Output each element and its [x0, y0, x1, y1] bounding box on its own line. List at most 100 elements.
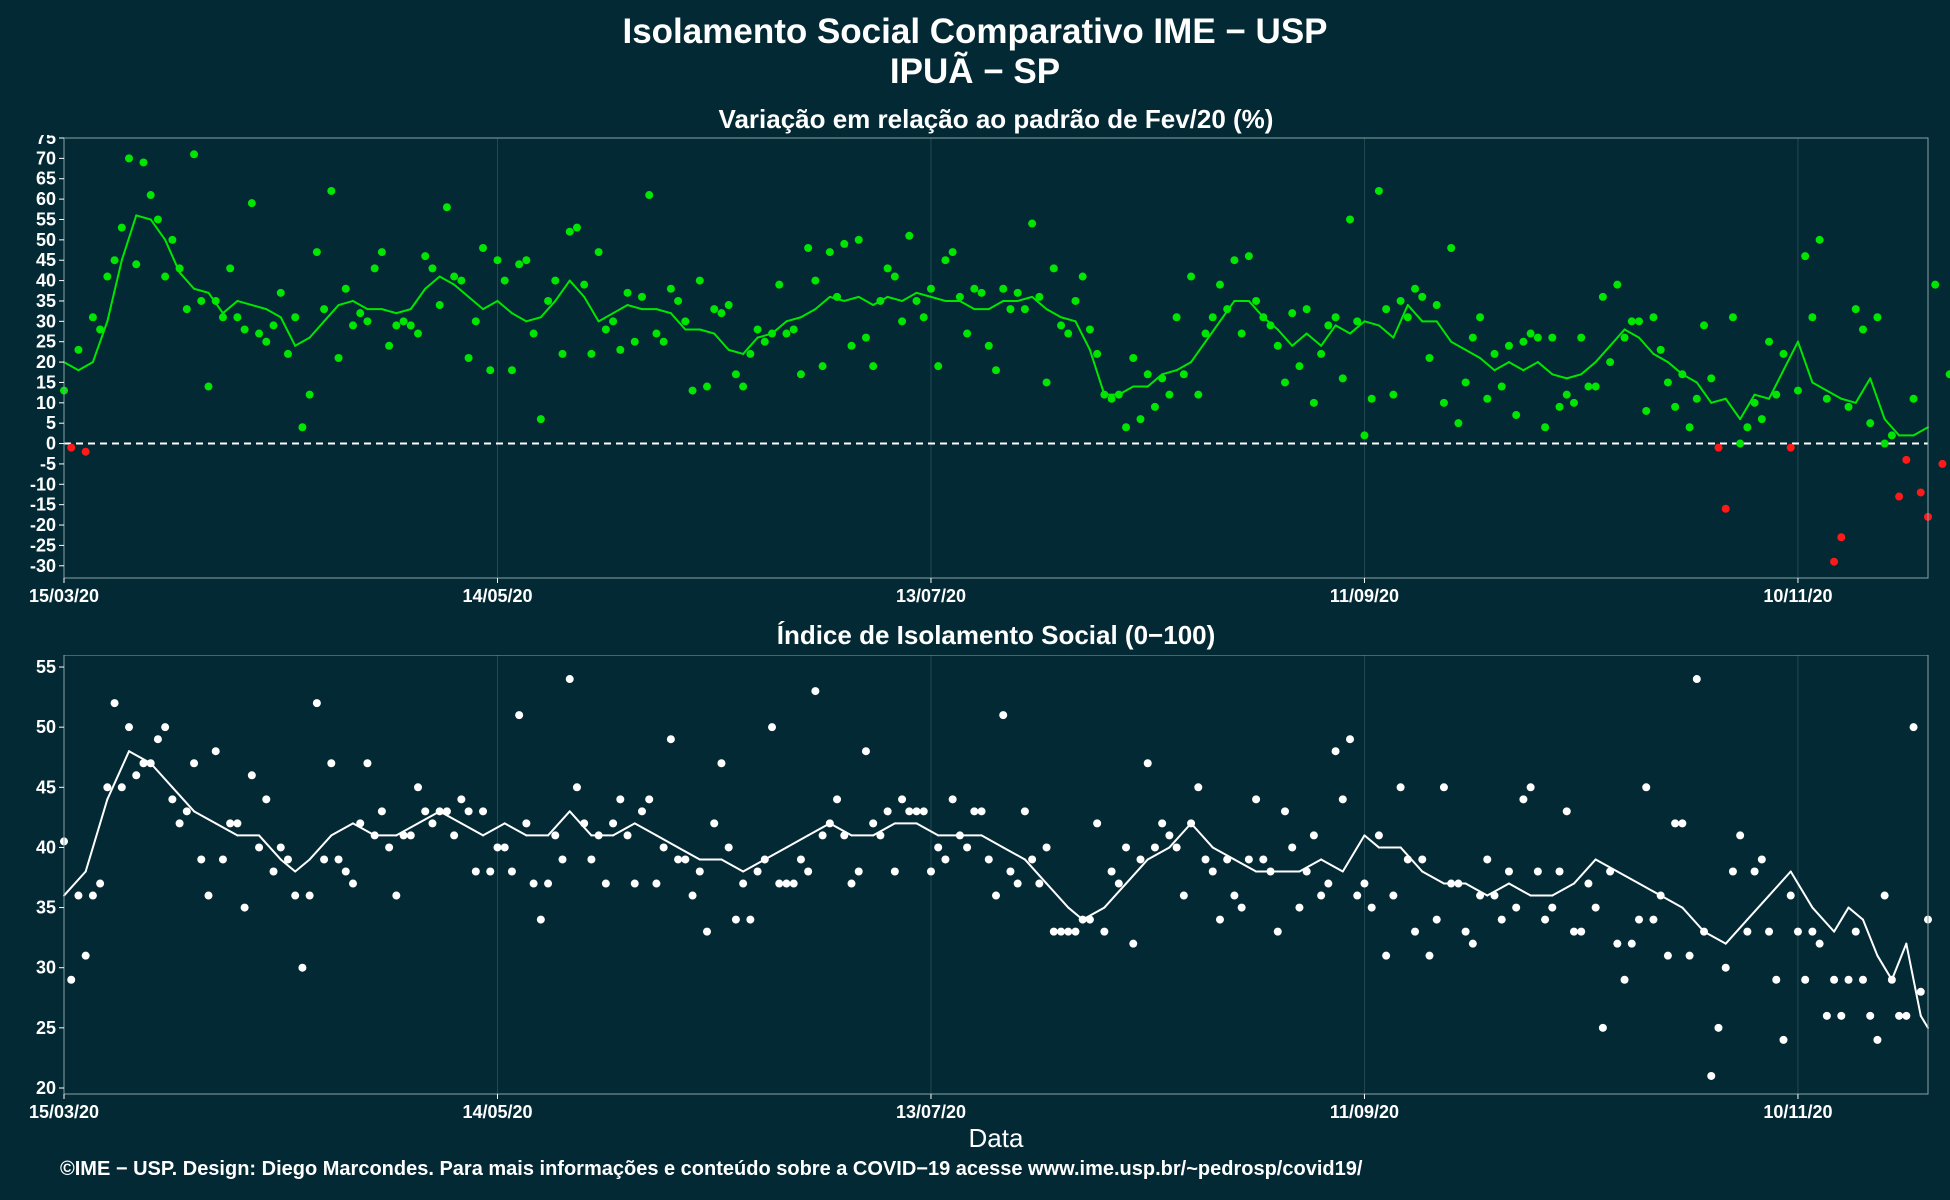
index-data-point — [840, 831, 849, 840]
index-data-point — [1078, 915, 1087, 924]
index-y-tick-label: 30 — [36, 958, 56, 978]
variation-moving-average-segment — [510, 312, 528, 323]
index-data-point — [1252, 795, 1261, 804]
variation-data-point — [1504, 341, 1513, 350]
index-moving-average-segment — [1594, 858, 1619, 873]
variation-moving-average-segment — [294, 336, 311, 347]
index-data-point — [984, 855, 993, 864]
variation-data-point — [1049, 264, 1058, 273]
index-moving-average-segment — [1919, 1014, 1929, 1029]
index-data-point — [1085, 915, 1094, 924]
index-data-point — [565, 675, 574, 684]
variation-data-point — [1562, 390, 1571, 399]
index-data-point — [255, 843, 264, 852]
variation-data-point — [1158, 374, 1167, 383]
index-data-point — [1916, 987, 1925, 996]
index-data-point — [110, 699, 119, 708]
variation-data-point — [1273, 341, 1282, 350]
variation-data-point — [1613, 280, 1622, 289]
variation-moving-average-segment — [496, 299, 513, 315]
variation-moving-average-segment — [1305, 332, 1323, 347]
index-data-point — [616, 795, 625, 804]
variation-data-point — [630, 337, 639, 346]
variation-moving-average-segment — [583, 295, 600, 323]
variation-data-point — [833, 292, 842, 301]
variation-moving-average-segment — [149, 218, 167, 241]
variation-data-point — [507, 366, 516, 375]
variation-data-point — [1461, 378, 1470, 387]
index-moving-average-segment — [1847, 906, 1864, 921]
variation-data-point — [1916, 488, 1925, 497]
variation-moving-average-segment — [63, 361, 80, 372]
variation-moving-average-segment — [120, 214, 138, 262]
variation-data-point — [1577, 333, 1586, 342]
variation-moving-average-segment — [1811, 381, 1828, 392]
index-data-point — [1476, 891, 1485, 900]
index-data-point — [1136, 855, 1145, 864]
variation-data-point — [999, 284, 1008, 293]
index-moving-average-segment — [1486, 882, 1510, 897]
variation-moving-average-segment — [1695, 381, 1713, 404]
index-y-tick-label: 55 — [36, 657, 56, 677]
variation-data-point — [377, 248, 386, 257]
panel-1-title: Variação em relação ao padrão de Fev/20 … — [718, 104, 1274, 134]
index-y-tick-label: 35 — [36, 898, 56, 918]
variation-data-point — [926, 284, 935, 293]
variation-data-point — [442, 203, 451, 212]
index-data-point — [1020, 807, 1029, 816]
variation-data-point — [305, 390, 314, 399]
variation-data-point — [139, 158, 148, 167]
variation-moving-average-segment — [1493, 361, 1510, 372]
variation-data-point — [464, 354, 473, 362]
variation-moving-average-segment — [1594, 344, 1612, 364]
variation-data-point — [898, 317, 907, 326]
variation-data-point — [955, 292, 964, 301]
index-data-point — [992, 891, 1000, 900]
variation-data-point — [247, 199, 256, 208]
index-moving-average-segment — [1233, 858, 1258, 873]
index-data-point — [789, 879, 798, 888]
index-data-point — [356, 819, 365, 828]
index-data-point — [1461, 927, 1470, 936]
variation-moving-average-segment — [554, 279, 571, 302]
variation-data-point — [1656, 345, 1665, 354]
index-data-point — [645, 795, 654, 804]
index-data-point — [341, 867, 350, 876]
variation-data-point — [1757, 415, 1766, 424]
variation-data-point — [1533, 333, 1542, 342]
variation-data-point — [1649, 313, 1658, 322]
index-data-point — [1317, 891, 1326, 900]
variation-moving-average-segment — [380, 308, 398, 315]
index-data-point — [941, 855, 950, 864]
variation-data-point — [110, 256, 119, 265]
index-data-point — [529, 879, 538, 888]
variation-x-tick-label: 10/11/20 — [1763, 586, 1832, 606]
index-data-point — [1179, 891, 1188, 900]
index-data-point — [1237, 903, 1246, 912]
variation-data-point — [739, 382, 748, 391]
variation-data-point — [291, 313, 300, 322]
index-data-point — [1844, 975, 1853, 984]
index-data-point — [1331, 747, 1340, 756]
variation-data-point — [1490, 349, 1499, 358]
index-moving-average-segment — [1551, 882, 1575, 897]
index-moving-average-segment — [1905, 942, 1922, 1017]
variation-data-point — [1598, 292, 1607, 301]
variation-data-point — [1945, 370, 1950, 379]
index-moving-average-segment — [1861, 918, 1879, 957]
index-moving-average-segment — [915, 822, 940, 837]
index-moving-average-segment — [742, 858, 766, 873]
index-moving-average-segment — [633, 822, 658, 837]
variation-data-point — [385, 341, 394, 350]
index-moving-average-segment — [503, 822, 528, 837]
index-data-point — [1627, 939, 1636, 948]
variation-moving-average-segment — [1016, 295, 1034, 302]
index-data-point — [1519, 795, 1528, 804]
index-data-point — [905, 807, 914, 816]
index-data-point — [594, 831, 603, 840]
index-moving-average-segment — [1833, 906, 1850, 933]
variation-data-point — [370, 264, 379, 273]
variation-moving-average-segment — [1912, 426, 1929, 437]
index-moving-average-segment — [1103, 882, 1128, 909]
index-data-point — [1577, 927, 1586, 936]
